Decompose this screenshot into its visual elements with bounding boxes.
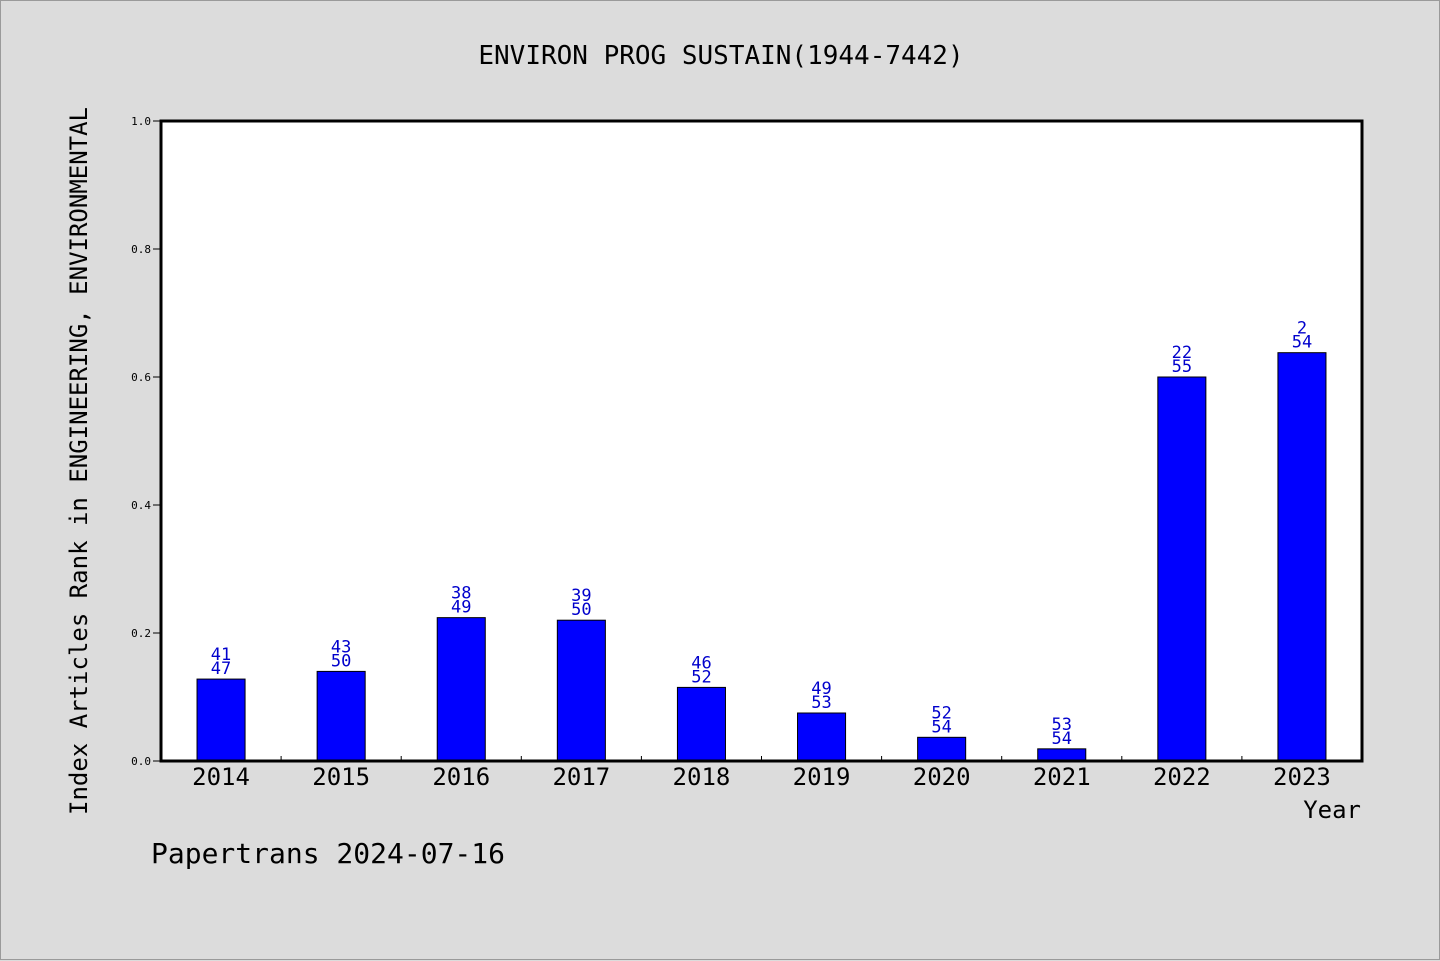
x-tick-label: 2018: [673, 763, 731, 791]
data-label-top: 38: [451, 584, 471, 604]
data-label-bottom: 50: [571, 600, 591, 620]
data-label-top: 53: [1052, 715, 1072, 735]
x-axis-label: Year: [1303, 796, 1361, 824]
x-tick-label: 2022: [1153, 763, 1211, 791]
data-label-bottom: 54: [1052, 729, 1072, 749]
data-label-top: 2: [1297, 319, 1307, 339]
bar-2017: [556, 619, 606, 762]
y-tick-label: 0.2: [131, 627, 151, 640]
data-label-top: 22: [1172, 343, 1192, 363]
data-label-top: 49: [811, 679, 831, 699]
plot-border: [159, 119, 1364, 763]
chart-title: ENVIRON PROG SUSTAIN(1944-7442): [478, 41, 963, 71]
bar-2022: [1157, 376, 1207, 762]
footer-text: Papertrans 2024-07-16: [151, 837, 505, 870]
bar-2019: [797, 712, 847, 762]
x-tick-label: 2020: [913, 763, 971, 791]
bar-2023: [1277, 352, 1327, 762]
data-label-top: 46: [691, 653, 711, 673]
data-label-bottom: 49: [451, 598, 471, 618]
bar-2020: [917, 736, 967, 762]
x-tick-label: 2016: [432, 763, 490, 791]
y-axis-label: Index Articles Rank in ENGINEERING, ENVI…: [65, 107, 93, 815]
data-label-bottom: 50: [331, 651, 351, 671]
data-label-top: 39: [571, 586, 591, 606]
data-label-bottom: 47: [211, 659, 231, 679]
y-tick-label: 0.6: [131, 371, 151, 384]
y-tick-label: 0.8: [131, 243, 151, 256]
bar-2021: [1037, 748, 1087, 762]
data-label-top: 41: [211, 645, 231, 665]
bar-2018: [676, 686, 726, 762]
data-label-bottom: 53: [811, 693, 831, 713]
data-label-bottom: 55: [1172, 357, 1192, 377]
x-tick-label: 2014: [192, 763, 250, 791]
data-label-bottom: 54: [1292, 333, 1312, 353]
x-tick-label: 2015: [312, 763, 370, 791]
y-tick-label: 0.0: [131, 755, 151, 768]
x-tick-label: 2017: [552, 763, 610, 791]
data-label-top: 52: [931, 703, 951, 723]
bar-2014: [196, 678, 246, 762]
bars: [196, 352, 1327, 762]
data-label-bottom: 52: [691, 667, 711, 687]
bar-2016: [436, 617, 486, 762]
x-tick-label: 2019: [793, 763, 851, 791]
data-label-bottom: 54: [931, 717, 951, 737]
x-tick-label: 2023: [1273, 763, 1331, 791]
y-tick-label: 1.0: [131, 115, 151, 128]
data-label-top: 43: [331, 637, 351, 657]
x-tick-label: 2021: [1033, 763, 1091, 791]
y-tick-label: 0.4: [131, 499, 151, 512]
bar-2015: [316, 670, 366, 762]
axis-ticks: 0.0 0.2 0.4 0.6 0.8 1.0 2014 2015 2016 2017 2018 20…: [131, 115, 1331, 791]
